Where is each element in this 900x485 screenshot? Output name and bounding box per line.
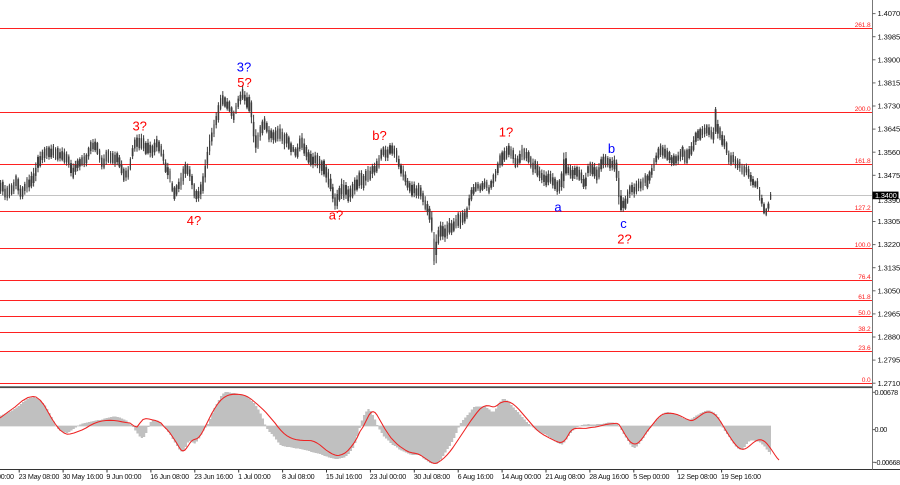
svg-text:1.3815: 1.3815 [878, 79, 900, 88]
svg-text:38.2: 38.2 [858, 326, 871, 333]
svg-text:21 Aug 08:00: 21 Aug 08:00 [545, 472, 585, 481]
svg-text:1.2965: 1.2965 [878, 310, 900, 319]
svg-text:16 Jun 08:00: 16 Jun 08:00 [150, 472, 189, 481]
svg-text:1.2880: 1.2880 [878, 333, 900, 342]
svg-text:23 May 08:00: 23 May 08:00 [19, 472, 60, 481]
svg-text:100.0: 100.0 [855, 242, 871, 249]
svg-text:5 Sep 00:00: 5 Sep 00:00 [633, 472, 669, 481]
svg-text:0.0: 0.0 [862, 377, 871, 384]
svg-text:30 Jul 08:00: 30 Jul 08:00 [414, 472, 450, 481]
svg-text:23 Jun 16:00: 23 Jun 16:00 [194, 472, 233, 481]
svg-text:28 Aug 16:00: 28 Aug 16:00 [589, 472, 629, 481]
svg-text:3?: 3? [237, 60, 251, 75]
svg-text:30 May 16:00: 30 May 16:00 [63, 472, 104, 481]
svg-text:1.3400: 1.3400 [875, 191, 897, 200]
svg-text:1.3305: 1.3305 [878, 217, 900, 226]
svg-text:200.0: 200.0 [855, 106, 871, 113]
svg-text:a: a [554, 200, 562, 215]
svg-text:1.3985: 1.3985 [878, 32, 900, 41]
svg-text:-0.00668: -0.00668 [875, 458, 900, 467]
svg-text:1.2710: 1.2710 [878, 379, 900, 388]
svg-text:50.0: 50.0 [858, 310, 871, 317]
svg-text:8 Jul 08:00: 8 Jul 08:00 [282, 472, 315, 481]
svg-text:23.6: 23.6 [858, 345, 871, 352]
svg-text:1.3475: 1.3475 [878, 171, 900, 180]
svg-text:1.3900: 1.3900 [878, 55, 900, 64]
svg-text:19 Sep 16:00: 19 Sep 16:00 [721, 472, 761, 481]
svg-text:0.00: 0.00 [875, 425, 888, 434]
svg-text:a?: a? [329, 208, 343, 223]
svg-text:3?: 3? [132, 119, 146, 134]
svg-text:1.3390: 1.3390 [878, 196, 900, 205]
svg-text:6 Aug 16:00: 6 Aug 16:00 [458, 472, 494, 481]
svg-text:00:00: 00:00 [0, 472, 14, 481]
svg-text:61.8: 61.8 [858, 294, 871, 301]
svg-text:127.2: 127.2 [855, 205, 871, 212]
svg-text:1.3560: 1.3560 [878, 148, 900, 157]
svg-text:b: b [608, 141, 615, 156]
svg-text:2?: 2? [617, 231, 631, 246]
svg-text:4?: 4? [187, 213, 201, 228]
svg-text:1 Jul 00:00: 1 Jul 00:00 [238, 472, 271, 481]
svg-text:9 Jun 00:00: 9 Jun 00:00 [106, 472, 141, 481]
svg-text:1.3050: 1.3050 [878, 286, 900, 295]
svg-text:1.4070: 1.4070 [878, 9, 900, 18]
svg-text:161.8: 161.8 [855, 158, 871, 165]
svg-text:14 Aug 00:00: 14 Aug 00:00 [502, 472, 542, 481]
svg-text:1.2795: 1.2795 [878, 356, 900, 365]
svg-text:b?: b? [372, 128, 386, 143]
svg-text:c: c [620, 216, 627, 231]
svg-text:15 Jul 16:00: 15 Jul 16:00 [326, 472, 362, 481]
svg-text:1.3220: 1.3220 [878, 240, 900, 249]
svg-text:1.3645: 1.3645 [878, 125, 900, 134]
svg-text:0.00678: 0.00678 [875, 388, 899, 397]
svg-text:1.3135: 1.3135 [878, 263, 900, 272]
svg-text:5?: 5? [237, 75, 251, 90]
svg-text:12 Sep 08:00: 12 Sep 08:00 [677, 472, 717, 481]
svg-text:261.8: 261.8 [855, 22, 871, 29]
svg-text:1.3730: 1.3730 [878, 102, 900, 111]
svg-text:1?: 1? [499, 125, 513, 140]
svg-text:23 Jul 00:00: 23 Jul 00:00 [370, 472, 406, 481]
svg-text:76.4: 76.4 [858, 274, 871, 281]
